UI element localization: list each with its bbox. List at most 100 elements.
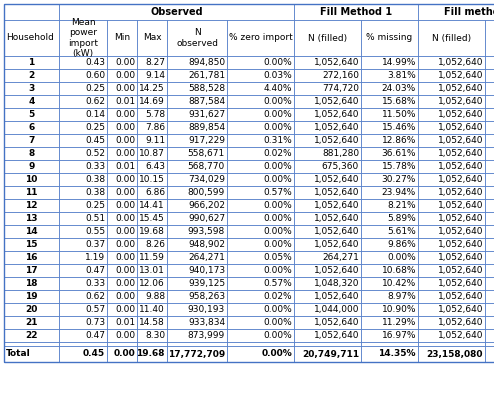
Bar: [59, 82, 107, 95]
Text: 13: 13: [25, 214, 38, 223]
Bar: [227, 147, 294, 160]
Bar: [107, 264, 137, 277]
Bar: [4, 199, 59, 212]
Bar: [59, 303, 107, 316]
Text: 261,781: 261,781: [188, 71, 225, 80]
Text: % missing: % missing: [367, 34, 412, 43]
Bar: [4, 290, 59, 303]
Bar: [107, 69, 137, 82]
Text: 18: 18: [25, 279, 38, 288]
Text: 881,280: 881,280: [322, 149, 359, 158]
Bar: [107, 342, 137, 346]
Bar: [294, 316, 361, 329]
Text: 0.03%: 0.03%: [263, 71, 292, 80]
Text: 1,052,640: 1,052,640: [438, 201, 483, 210]
Bar: [294, 95, 361, 108]
Bar: [485, 212, 494, 225]
Text: 0.00: 0.00: [115, 266, 135, 275]
Text: 8.97%: 8.97%: [387, 292, 416, 301]
Bar: [167, 303, 227, 316]
Text: 0.00: 0.00: [115, 253, 135, 262]
Text: 0.00%: 0.00%: [387, 253, 416, 262]
Text: 0.00: 0.00: [115, 279, 135, 288]
Text: 0.00%: 0.00%: [263, 58, 292, 67]
Bar: [137, 251, 167, 264]
Bar: [59, 264, 107, 277]
Bar: [4, 173, 59, 186]
Bar: [107, 95, 137, 108]
Bar: [167, 199, 227, 212]
Bar: [137, 290, 167, 303]
Text: 0.60: 0.60: [85, 71, 105, 80]
Bar: [227, 160, 294, 173]
Bar: [4, 238, 59, 251]
Bar: [227, 277, 294, 290]
Text: 5.61%: 5.61%: [387, 227, 416, 236]
Bar: [294, 20, 361, 56]
Text: 1,052,640: 1,052,640: [438, 149, 483, 158]
Text: 0.57%: 0.57%: [263, 279, 292, 288]
Bar: [227, 69, 294, 82]
Bar: [418, 212, 485, 225]
Text: 19.68: 19.68: [136, 350, 165, 358]
Bar: [167, 264, 227, 277]
Bar: [418, 147, 485, 160]
Bar: [167, 173, 227, 186]
Text: 0.02%: 0.02%: [263, 292, 292, 301]
Text: 0.38: 0.38: [85, 188, 105, 197]
Text: 1,052,640: 1,052,640: [438, 227, 483, 236]
Text: 30.27%: 30.27%: [382, 175, 416, 184]
Text: N (filled): N (filled): [432, 34, 471, 43]
Text: 272,160: 272,160: [322, 71, 359, 80]
Text: Min: Min: [114, 34, 130, 43]
Text: 1,052,640: 1,052,640: [438, 97, 483, 106]
Bar: [59, 4, 294, 20]
Bar: [227, 134, 294, 147]
Text: 8.21%: 8.21%: [387, 201, 416, 210]
Text: 0.25: 0.25: [85, 123, 105, 132]
Text: 873,999: 873,999: [188, 331, 225, 340]
Bar: [294, 264, 361, 277]
Bar: [137, 303, 167, 316]
Bar: [361, 303, 418, 316]
Bar: [4, 212, 59, 225]
Text: 0.00: 0.00: [115, 71, 135, 80]
Bar: [137, 160, 167, 173]
Text: 17,772,709: 17,772,709: [168, 350, 225, 358]
Bar: [107, 212, 137, 225]
Bar: [107, 121, 137, 134]
Text: 0.43: 0.43: [85, 58, 105, 67]
Text: 0.62: 0.62: [85, 97, 105, 106]
Bar: [485, 69, 494, 82]
Bar: [167, 134, 227, 147]
Text: 10.15: 10.15: [139, 175, 165, 184]
Bar: [137, 147, 167, 160]
Bar: [107, 134, 137, 147]
Text: 0.00%: 0.00%: [263, 110, 292, 119]
Text: 887,584: 887,584: [188, 97, 225, 106]
Bar: [485, 199, 494, 212]
Bar: [4, 346, 59, 362]
Bar: [137, 82, 167, 95]
Text: % zero import: % zero import: [229, 34, 292, 43]
Text: 5.78: 5.78: [145, 110, 165, 119]
Bar: [361, 329, 418, 342]
Bar: [418, 82, 485, 95]
Bar: [107, 290, 137, 303]
Bar: [227, 238, 294, 251]
Bar: [294, 69, 361, 82]
Bar: [107, 186, 137, 199]
Text: 8: 8: [28, 149, 35, 158]
Bar: [137, 342, 167, 346]
Bar: [167, 290, 227, 303]
Text: 20: 20: [25, 305, 38, 314]
Bar: [137, 212, 167, 225]
Bar: [59, 329, 107, 342]
Bar: [418, 316, 485, 329]
Text: 9.88: 9.88: [145, 292, 165, 301]
Text: 0.00%: 0.00%: [263, 318, 292, 327]
Bar: [361, 56, 418, 69]
Bar: [4, 134, 59, 147]
Text: N (filled): N (filled): [308, 34, 347, 43]
Bar: [294, 251, 361, 264]
